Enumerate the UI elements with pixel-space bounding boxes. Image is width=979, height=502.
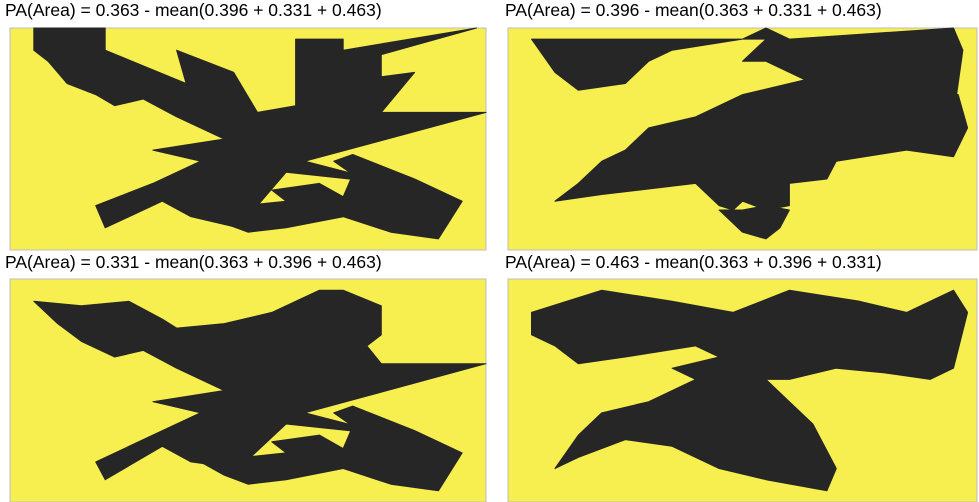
region-polygon-1 bbox=[33, 27, 487, 229]
panel-2: PA(Area) = 0.396 - mean(0.363 + 0.331 + … bbox=[505, 0, 979, 252]
panel-1: PA(Area) = 0.363 - mean(0.396 + 0.331 + … bbox=[5, 0, 491, 252]
panel-1-title: PA(Area) = 0.363 - mean(0.396 + 0.331 + … bbox=[5, 0, 382, 20]
panel-3: PA(Area) = 0.331 - mean(0.363 + 0.396 + … bbox=[5, 252, 491, 502]
panel-3-title: PA(Area) = 0.331 - mean(0.363 + 0.396 + … bbox=[5, 252, 382, 272]
panel-1-plot bbox=[9, 27, 487, 251]
panel-4-title: PA(Area) = 0.463 - mean(0.363 + 0.396 + … bbox=[505, 252, 882, 272]
panel-4-plot bbox=[507, 278, 978, 502]
region-polygon-2 bbox=[554, 71, 969, 211]
panel-4: PA(Area) = 0.463 - mean(0.363 + 0.396 + … bbox=[505, 252, 979, 502]
region-polygon-2 bbox=[199, 405, 463, 492]
panel-2-title: PA(Area) = 0.396 - mean(0.363 + 0.331 + … bbox=[505, 0, 882, 20]
region-polygon-2 bbox=[199, 154, 463, 240]
panel-3-plot bbox=[9, 278, 487, 502]
panel-2-plot bbox=[507, 27, 978, 251]
region-polygon-3 bbox=[718, 205, 790, 240]
region-polygon-1 bbox=[531, 289, 969, 492]
